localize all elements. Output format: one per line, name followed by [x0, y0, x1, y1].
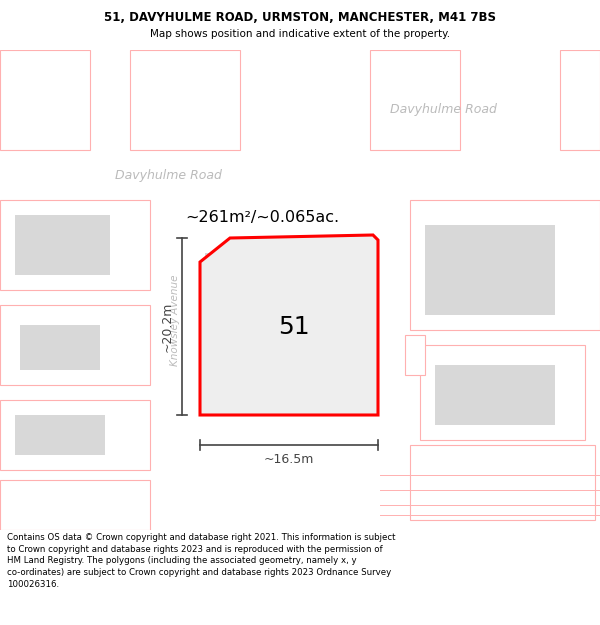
- Bar: [0, 400, 150, 470]
- Text: 51, DAVYHULME ROAD, URMSTON, MANCHESTER, M41 7BS: 51, DAVYHULME ROAD, URMSTON, MANCHESTER,…: [104, 11, 496, 24]
- Bar: [155, 200, 195, 530]
- Bar: [405, 335, 425, 375]
- Text: Contains OS data © Crown copyright and database right 2021. This information is : Contains OS data © Crown copyright and d…: [7, 533, 396, 589]
- Bar: [0, 305, 150, 385]
- Bar: [560, 50, 600, 150]
- Bar: [420, 345, 585, 440]
- Text: ~16.5m: ~16.5m: [264, 453, 314, 466]
- Text: Map shows position and indicative extent of the property.: Map shows position and indicative extent…: [150, 29, 450, 39]
- Bar: [0, 200, 150, 290]
- Bar: [410, 200, 600, 330]
- Bar: [0, 480, 150, 530]
- Bar: [425, 225, 555, 315]
- Text: ~20.2m: ~20.2m: [161, 301, 174, 352]
- Bar: [370, 50, 460, 150]
- Bar: [15, 415, 105, 455]
- Text: ~261m²/~0.065ac.: ~261m²/~0.065ac.: [185, 210, 339, 225]
- Text: Davyhulme Road: Davyhulme Road: [390, 104, 497, 116]
- Bar: [20, 325, 100, 370]
- Text: Knowsley Avenue: Knowsley Avenue: [170, 274, 180, 366]
- Bar: [410, 445, 595, 520]
- Bar: [130, 50, 240, 150]
- Polygon shape: [200, 235, 378, 415]
- Polygon shape: [205, 253, 373, 400]
- Bar: [195, 520, 600, 530]
- Bar: [15, 215, 110, 275]
- Bar: [435, 365, 555, 425]
- Bar: [0, 50, 90, 150]
- Text: Davyhulme Road: Davyhulme Road: [115, 169, 222, 181]
- Text: 51: 51: [278, 314, 310, 339]
- Bar: [0, 150, 600, 200]
